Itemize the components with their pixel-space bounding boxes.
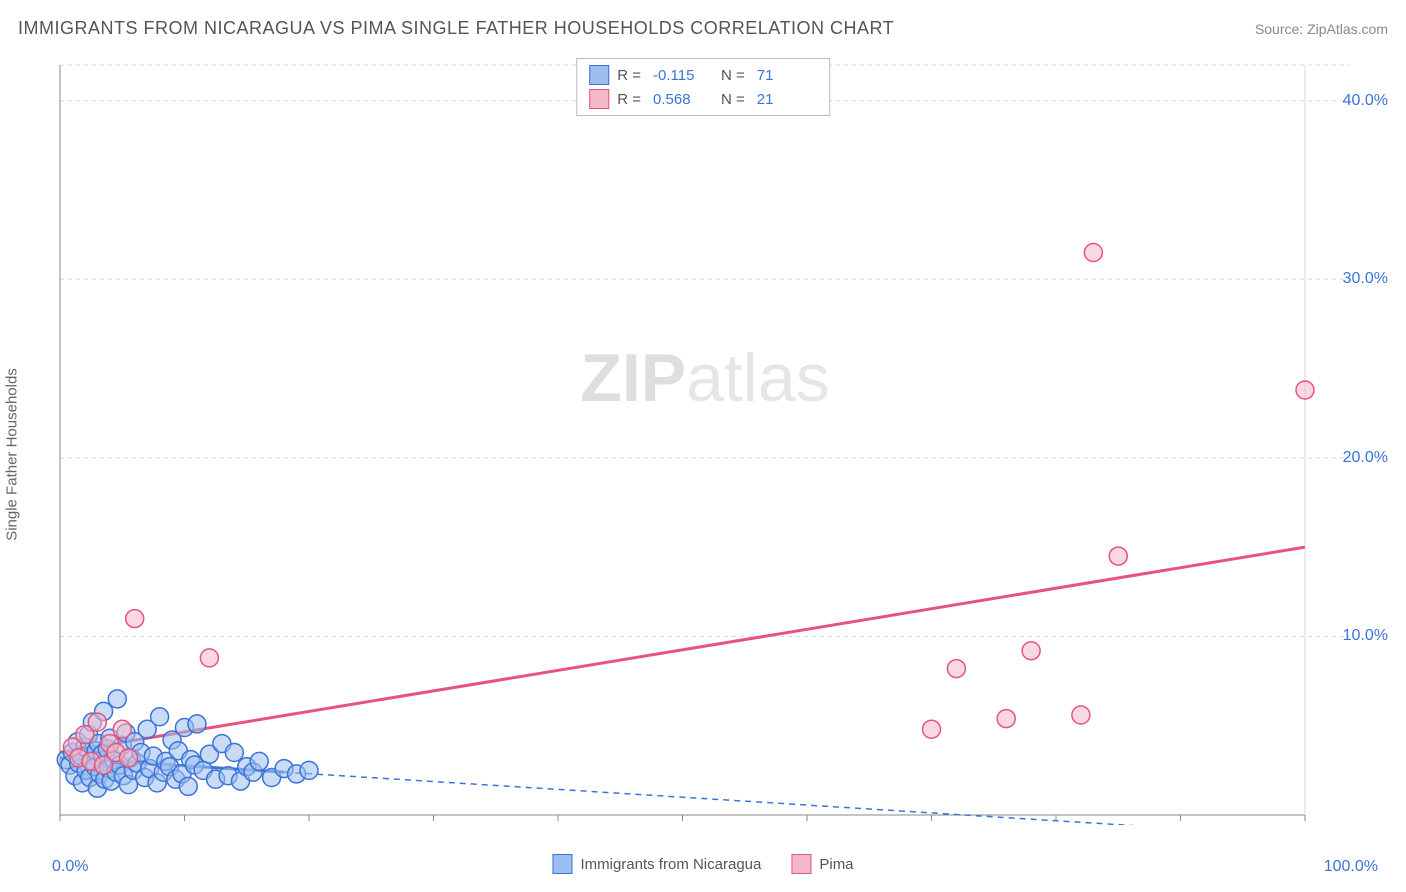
x-axis-max: 100.0% [1324, 858, 1378, 876]
legend-swatch [589, 65, 609, 85]
r-label: R = [617, 67, 641, 84]
y-axis-label: Single Father Households [4, 368, 21, 541]
correlation-legend: R = -0.115 N = 71 R = 0.568 N = 21 [576, 58, 830, 116]
chart-title: IMMIGRANTS FROM NICARAGUA VS PIMA SINGLE… [18, 18, 894, 39]
y-tick-label: 30.0% [1343, 270, 1388, 288]
n-label: N = [721, 67, 745, 84]
legend-label: Immigrants from Nicaragua [580, 856, 761, 873]
legend-swatch [791, 854, 811, 874]
legend-stat-row: R = -0.115 N = 71 [589, 63, 817, 87]
legend-item: Pima [791, 854, 853, 874]
n-value: 21 [757, 91, 817, 108]
x-axis-min: 0.0% [52, 858, 88, 876]
series-legend: Immigrants from Nicaragua Pima [552, 854, 853, 874]
y-tick-label: 10.0% [1343, 627, 1388, 645]
r-value: 0.568 [653, 91, 713, 108]
y-tick-label: 20.0% [1343, 449, 1388, 467]
scatter-plot: ZIPatlas [50, 55, 1360, 825]
r-value: -0.115 [653, 67, 713, 84]
legend-label: Pima [819, 856, 853, 873]
legend-item: Immigrants from Nicaragua [552, 854, 761, 874]
y-tick-label: 40.0% [1343, 92, 1388, 110]
r-label: R = [617, 91, 641, 108]
legend-swatch [589, 89, 609, 109]
source-attribution: Source: ZipAtlas.com [1255, 21, 1388, 37]
plot-svg [50, 55, 1360, 825]
n-label: N = [721, 91, 745, 108]
legend-stat-row: R = 0.568 N = 21 [589, 87, 817, 111]
legend-swatch [552, 854, 572, 874]
n-value: 71 [757, 67, 817, 84]
